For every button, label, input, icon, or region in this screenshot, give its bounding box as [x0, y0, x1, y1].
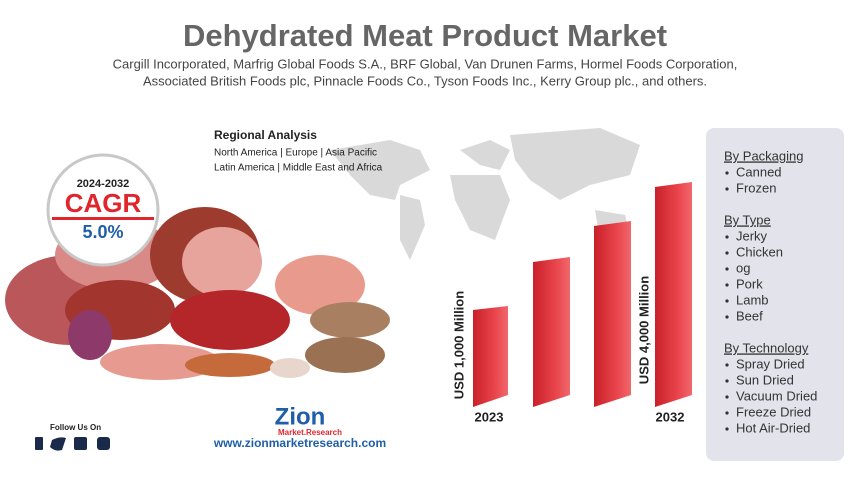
segment-title: By Packaging [724, 148, 804, 163]
segment-item: Vacuum Dried [736, 388, 817, 403]
bullet [725, 411, 729, 415]
segment-item: Sun Dried [736, 372, 794, 387]
end-year: 2032 [656, 409, 685, 424]
segment-item: Frozen [736, 180, 776, 195]
instagram-icon[interactable] [97, 437, 110, 450]
segment-title: By Type [724, 212, 771, 227]
segment-item: Beef [736, 308, 763, 323]
subtitle: Cargill Incorporated, Marfrig Global Foo… [113, 56, 738, 71]
bullet [725, 427, 729, 431]
regional-title: Regional Analysis [214, 128, 317, 142]
segment-item: Freeze Dried [736, 404, 811, 419]
cagr-period: 2024-2032 [77, 178, 130, 190]
start-value-label: USD 1,000 Million [451, 291, 466, 399]
segment-item: Spray Dried [736, 356, 805, 371]
follow-label: Follow Us On [50, 423, 101, 432]
bullet [725, 235, 729, 239]
segment-item: og [736, 260, 750, 275]
segment-item: Chicken [736, 244, 783, 259]
segment-item: Jerky [736, 228, 768, 243]
twitter-icon[interactable] [50, 437, 66, 451]
start-year: 2023 [475, 409, 504, 424]
bullet [725, 379, 729, 383]
segment-item: Hot Air-Dried [736, 420, 810, 435]
end-value-label: USD 4,000 Million [636, 276, 651, 384]
social-icons [35, 437, 110, 451]
cagr-badge [46, 153, 160, 267]
linkedin-icon[interactable] [74, 437, 87, 450]
segment-title: By Technology [724, 340, 809, 355]
bullet [725, 395, 729, 399]
regional-line: Latin America | Middle East and Africa [214, 163, 383, 174]
bullet [725, 187, 729, 191]
logo: Zion [275, 403, 326, 430]
bullet [725, 315, 729, 319]
segment-item: Canned [736, 164, 782, 179]
website-url[interactable]: www.zionmarketresearch.com [213, 436, 386, 450]
world-map [330, 128, 640, 260]
logo-sub: Market.Research [278, 428, 342, 437]
segment-item: Pork [736, 276, 763, 291]
bullet [725, 267, 729, 271]
bullet [725, 299, 729, 303]
segment-panel [706, 128, 844, 461]
title: Dehydrated Meat Product Market [183, 18, 667, 53]
growth-bars [473, 182, 692, 407]
subtitle: Associated British Foods plc, Pinnacle F… [143, 73, 707, 88]
bullet [725, 363, 729, 367]
cagr-value: 5.0% [82, 222, 123, 242]
bullet [725, 251, 729, 255]
segment-item: Lamb [736, 292, 769, 307]
bullet [725, 171, 729, 175]
cagr-label: CAGR [65, 188, 142, 218]
cagr-underline [52, 217, 154, 220]
bullet [725, 283, 729, 287]
facebook-icon[interactable] [35, 437, 43, 450]
regional-line: North America | Europe | Asia Pacific [214, 148, 377, 159]
